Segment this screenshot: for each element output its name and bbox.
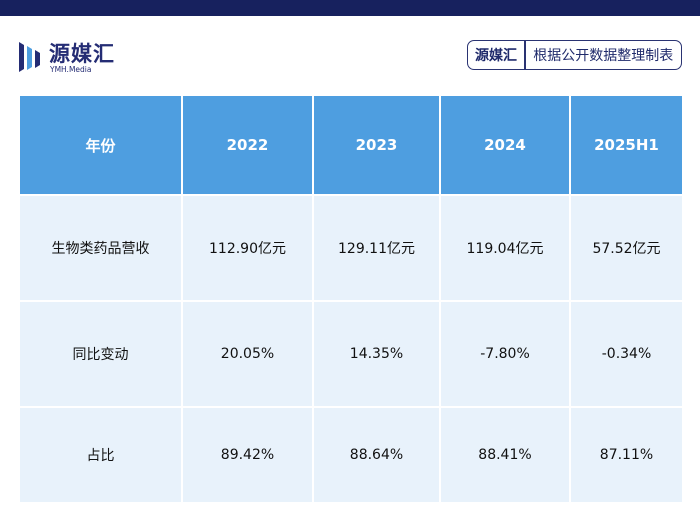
column-header: 2025H1 bbox=[569, 94, 684, 196]
table-row: 同比变动 20.05% 14.35% -7.80% -0.34% bbox=[18, 300, 684, 408]
logo-mark-icon bbox=[19, 42, 40, 72]
table-cell: 112.90亿元 bbox=[181, 194, 314, 302]
table-cell: -0.34% bbox=[569, 300, 684, 408]
source-label: 源媒汇 根据公开数据整理制表 bbox=[467, 40, 682, 70]
table-header-row: 年份 2022 2023 2024 2025H1 bbox=[18, 94, 684, 196]
table-cell: 20.05% bbox=[181, 300, 314, 408]
brand-logo: 源媒汇 YMH.Media bbox=[18, 40, 138, 74]
table-cell: 14.35% bbox=[312, 300, 441, 408]
brand-subtitle: YMH.Media bbox=[50, 65, 92, 74]
row-label: 占比 bbox=[18, 406, 183, 504]
column-header: 2023 bbox=[312, 94, 441, 196]
top-accent-bar bbox=[0, 0, 700, 16]
brand-name: 源媒汇 bbox=[49, 42, 115, 66]
table-cell: 129.11亿元 bbox=[312, 194, 441, 302]
table-row: 占比 89.42% 88.64% 88.41% 87.11% bbox=[18, 406, 684, 504]
column-header: 年份 bbox=[18, 94, 183, 196]
table-cell: 57.52亿元 bbox=[569, 194, 684, 302]
source-text: 根据公开数据整理制表 bbox=[533, 48, 674, 64]
table-cell: 87.11% bbox=[569, 406, 684, 504]
data-table: 年份 2022 2023 2024 2025H1 生物类药品营收 112.90亿… bbox=[18, 94, 684, 504]
table-cell: 88.41% bbox=[439, 406, 571, 504]
table-cell: 89.42% bbox=[181, 406, 314, 504]
table-row: 生物类药品营收 112.90亿元 129.11亿元 119.04亿元 57.52… bbox=[18, 194, 684, 302]
row-label: 生物类药品营收 bbox=[18, 194, 183, 302]
table-cell: -7.80% bbox=[439, 300, 571, 408]
table-cell: 119.04亿元 bbox=[439, 194, 571, 302]
table-cell: 88.64% bbox=[312, 406, 441, 504]
source-brand: 源媒汇 bbox=[475, 48, 517, 64]
column-header: 2024 bbox=[439, 94, 571, 196]
row-label: 同比变动 bbox=[18, 300, 183, 408]
column-header: 2022 bbox=[181, 94, 314, 196]
source-divider bbox=[524, 41, 526, 69]
